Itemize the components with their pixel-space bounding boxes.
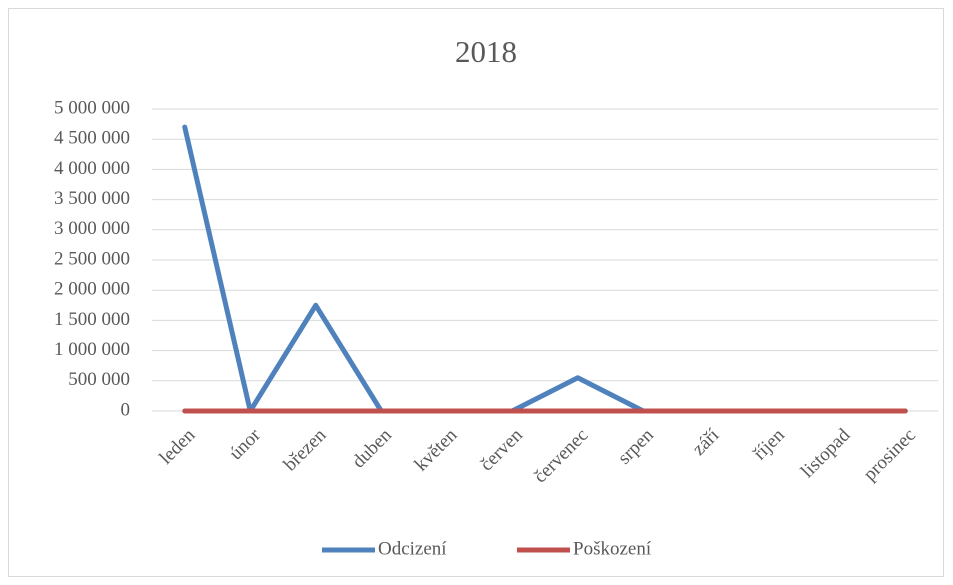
y-tick-label: 2 500 000: [54, 248, 130, 269]
y-tick-label: 1 500 000: [54, 309, 130, 330]
y-tick-label: 0: [121, 399, 131, 420]
legend-label: Poškození: [573, 538, 652, 559]
y-tick-label: 4 500 000: [54, 128, 130, 149]
y-tick-label: 4 000 000: [54, 158, 130, 179]
y-tick-label: 3 500 000: [54, 188, 130, 209]
y-tick-label: 3 000 000: [54, 218, 130, 239]
y-tick-label: 2 000 000: [54, 279, 130, 300]
y-tick-label: 1 000 000: [54, 339, 130, 360]
legend-label: Odcizení: [378, 538, 447, 559]
y-tick-label: 500 000: [68, 369, 130, 390]
chart-title: 2018: [455, 34, 517, 69]
y-tick-label: 5 000 000: [54, 97, 130, 118]
chart-frame: [8, 8, 944, 577]
